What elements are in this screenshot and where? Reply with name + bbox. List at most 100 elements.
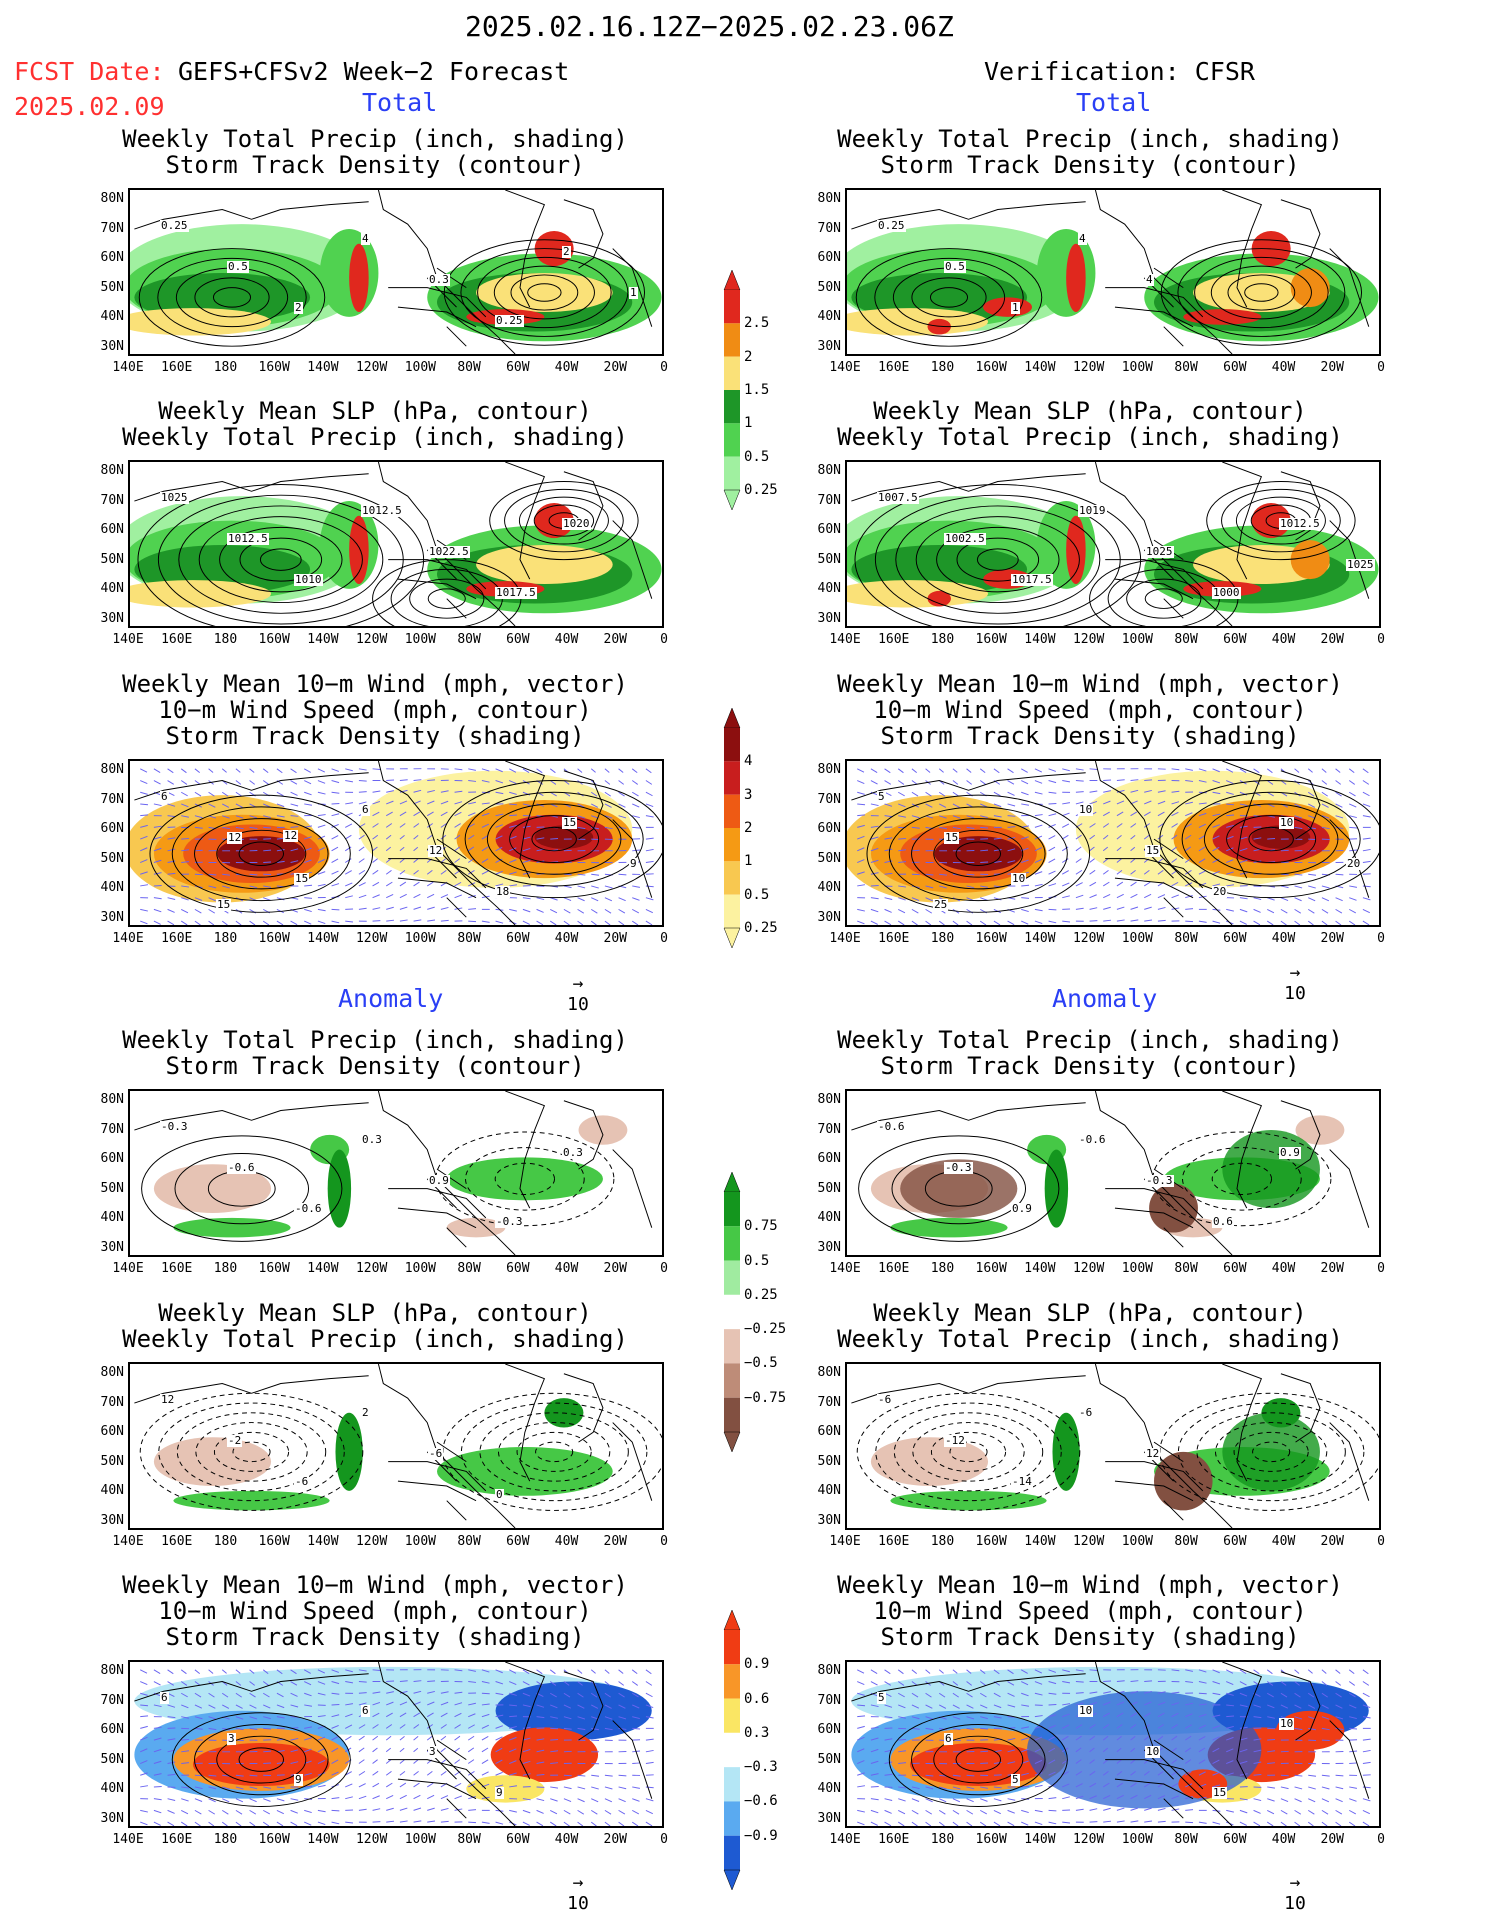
lon-tick-label: 140W: [1024, 1832, 1056, 1847]
colorbar-storm-anomaly-label: −0.9: [744, 1827, 778, 1844]
lat-tick-label: 60N: [100, 1151, 124, 1166]
lon-tick-label: 180: [213, 632, 238, 647]
lon-tick-label: 40W: [1271, 360, 1296, 375]
lon-tick-label: 60W: [1223, 1261, 1247, 1276]
lat-tick-label: 80N: [817, 1663, 841, 1678]
contour-label: -0.3: [944, 1161, 973, 1174]
lon-tick-label: 160E: [161, 1832, 193, 1847]
lat-tick-label: 80N: [817, 191, 841, 206]
lon-tick-label: 120W: [355, 1261, 388, 1276]
colorbar-precip-label: 1.5: [744, 382, 770, 398]
lon-tick-label: 80W: [457, 360, 481, 375]
lon-tick-label: 140W: [1024, 632, 1056, 647]
contour-label: 1012.5: [227, 532, 269, 545]
map-panel-5-plot: [130, 761, 662, 925]
contour-label: 0.9: [1279, 1146, 1301, 1159]
lon-tick-label: 100W: [1121, 360, 1154, 375]
colorbar-precip-label: 0.25: [744, 482, 778, 498]
colorbar-storm-label: 4: [744, 753, 753, 770]
lon-tick-label: 20W: [1320, 931, 1345, 946]
contour-label: -14: [1011, 1475, 1033, 1488]
lat-tick-label: 70N: [817, 220, 841, 236]
lon-tick-label: 160E: [878, 931, 910, 946]
contour-label: 1: [629, 286, 638, 299]
contour-label: 5: [877, 790, 886, 803]
contour-label: -0.6: [294, 1202, 323, 1215]
contour-label: 10: [1078, 1704, 1094, 1717]
colorbar-storm-anomaly-label: 0.3: [744, 1724, 770, 1741]
lon-tick-label: 180: [930, 360, 955, 375]
contour-label: -0.3: [495, 1215, 524, 1228]
lat-tick-label: 50N: [817, 1751, 841, 1767]
lon-tick-label: 140W: [307, 1534, 339, 1549]
section-anomaly-right: Anomaly: [1052, 984, 1158, 1013]
contour-label: 3: [227, 1732, 236, 1745]
map-panel-12-plot: [851, 1662, 1371, 1826]
contour-label: 25: [933, 898, 949, 911]
lon-tick-label: 140E: [112, 632, 144, 647]
lon-tick-label: 20W: [603, 931, 628, 946]
lon-tick-label: 120W: [355, 1534, 388, 1549]
map-panel-6: 5 15 10 10 15 20 10 20 25: [845, 759, 1381, 927]
contour-label: 9: [294, 1773, 303, 1786]
section-total-left: Total: [362, 88, 438, 117]
lon-tick-label: 100W: [1121, 1534, 1154, 1549]
contour-label: 1017.5: [495, 586, 537, 599]
lon-tick-label: 120W: [1072, 1832, 1105, 1847]
lon-tick-label: 140E: [112, 360, 144, 375]
lon-tick-label: 180: [930, 632, 955, 647]
lon-tick-label: 100W: [1121, 1261, 1154, 1276]
lon-tick-label: 20W: [1320, 632, 1345, 647]
lon-tick-label: 20W: [603, 1534, 628, 1549]
lon-tick-label: 80W: [1174, 1832, 1198, 1847]
lon-tick-label: 140W: [307, 360, 339, 375]
colorbar-precip-label: 2: [744, 348, 753, 365]
lon-tick-label: 80W: [1174, 632, 1198, 647]
lat-tick-label: 60N: [100, 821, 124, 836]
lat-tick-label: 70N: [100, 1121, 124, 1137]
map-panel-10: -6 -12 -14 -6 12: [845, 1362, 1381, 1530]
lon-tick-label: 60W: [1223, 632, 1247, 647]
lat-tick-label: 30N: [100, 1239, 124, 1255]
contour-label: -0.6: [227, 1161, 256, 1174]
lat-tick-label: 40N: [817, 880, 841, 895]
lon-tick-label: 160E: [878, 1261, 910, 1276]
lat-tick-label: 30N: [817, 338, 841, 354]
contour-label: 4: [1078, 232, 1087, 245]
map-panel-8: -0.6 -0.3 0.9 -0.6 -0.3 0.6 0.9: [845, 1089, 1381, 1257]
map-panel-8-plot: [851, 1091, 1370, 1255]
contour-label: 6: [361, 803, 370, 816]
lon-tick-label: 20W: [1320, 1832, 1345, 1847]
colorbar-storm-label: 3: [744, 786, 753, 803]
lon-tick-label: 100W: [404, 632, 437, 647]
colorbar-precip-label: 1: [744, 415, 753, 432]
contour-label: -6: [294, 1475, 310, 1488]
contour-label: 0.25: [877, 219, 906, 232]
colorbar-storm-anomaly: [723, 1610, 741, 1890]
lat-tick-label: 80N: [100, 191, 124, 206]
contour-label: -0.6: [877, 1120, 906, 1133]
map-panel-6-plot: [847, 761, 1379, 925]
lat-tick-label: 40N: [817, 309, 841, 324]
lon-tick-label: 140W: [307, 1832, 339, 1847]
contour-label: 20: [1212, 885, 1228, 898]
lon-tick-label: 100W: [404, 931, 437, 946]
lon-tick-label: 60W: [506, 1534, 530, 1549]
model-title: GEFS+CFSv2 Week−2 Forecast: [178, 57, 570, 86]
lat-tick-label: 50N: [100, 551, 124, 567]
contour-label: 15: [294, 872, 310, 885]
lat-tick-label: 30N: [817, 1239, 841, 1255]
map-panel-5: 6 12 15 6 12 18 15 9 15 12: [128, 759, 664, 927]
lon-tick-label: 0: [660, 1832, 668, 1847]
lon-tick-label: 140E: [112, 1261, 144, 1276]
contour-label: 2: [562, 245, 571, 258]
lon-tick-label: 140E: [829, 632, 861, 647]
lon-tick-label: 140E: [829, 360, 861, 375]
lon-tick-label: 40W: [1271, 1261, 1296, 1276]
lat-tick-label: 50N: [100, 1180, 124, 1196]
lat-tick-label: 80N: [100, 762, 124, 777]
lat-tick-label: 40N: [817, 1210, 841, 1225]
colorbar-storm-label: 0.5: [744, 886, 770, 903]
lon-tick-label: 160W: [975, 1261, 1007, 1276]
lon-tick-label: 40W: [554, 360, 579, 375]
